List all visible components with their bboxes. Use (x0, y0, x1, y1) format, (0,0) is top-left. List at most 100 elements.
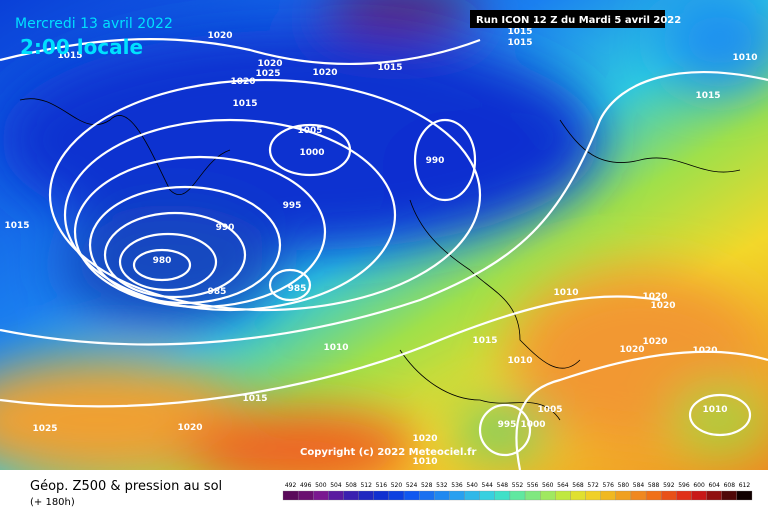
scale-label: 544 (482, 482, 494, 489)
footer-title: Géop. Z500 & pression au sol (30, 479, 222, 494)
isobar-label: 1010 (507, 356, 532, 366)
scale-swatch (479, 490, 495, 501)
scale-swatch (600, 490, 616, 501)
lead-time: (+ 180h) (30, 497, 75, 508)
isobar-label: 985 (208, 287, 227, 297)
scale-label: 564 (557, 482, 569, 489)
scale-label: 512 (360, 482, 372, 489)
scale-swatch (464, 490, 480, 501)
scale-swatch (585, 490, 601, 501)
scale-label: 580 (618, 482, 630, 489)
isobar-label: 1020 (650, 301, 675, 311)
scale-label: 588 (648, 482, 660, 489)
scale-swatch (540, 490, 556, 501)
scale-label: 552 (512, 482, 524, 489)
isobar-label: 995 (283, 201, 302, 211)
scale-label: 496 (300, 482, 312, 489)
scale-label: 572 (587, 482, 599, 489)
isobar-label: 1015 (232, 99, 257, 109)
scale-label: 596 (678, 482, 690, 489)
isobar-label: 990 (426, 156, 445, 166)
scale-swatch (282, 490, 299, 501)
isobars (0, 38, 768, 471)
scale-label: 536 (451, 482, 463, 489)
isobar-label: 990 (216, 223, 235, 233)
scale-swatch (524, 490, 541, 501)
isobar-label: 1025 (32, 424, 57, 434)
scale-swatch (388, 490, 405, 501)
scale-swatch (494, 490, 511, 501)
isobar-label: 1005 (297, 126, 322, 136)
scale-label: 500 (315, 482, 327, 489)
scale-swatch (645, 490, 662, 501)
isobar-label: 1015 (242, 394, 267, 404)
isobar-label: 1015 (507, 27, 532, 37)
scale-label: 524 (406, 482, 418, 489)
isobar-label: 1010 (702, 405, 727, 415)
isobar-label: 1015 (377, 63, 402, 73)
scale-swatch (661, 490, 677, 501)
scale-label: 604 (708, 482, 720, 489)
isobar-label: 1025 (255, 69, 280, 79)
isobar-label: 1020 (312, 68, 337, 78)
scale-swatch (419, 490, 435, 501)
scale-label: 576 (603, 482, 615, 489)
isobar-label: 995 (498, 420, 517, 430)
isobar-label: 1020 (692, 346, 717, 356)
scale-swatch (403, 490, 420, 501)
scale-swatch (706, 490, 722, 501)
scale-swatch (630, 490, 647, 501)
isobar-label: 1020 (642, 292, 667, 302)
run-box (470, 10, 665, 28)
isobar-label: 1015 (57, 51, 82, 61)
scale-swatch (373, 490, 390, 501)
scale-label: 516 (376, 482, 388, 489)
scale-swatch (434, 490, 450, 501)
scale-swatch (691, 490, 707, 501)
scale-label: 612 (739, 482, 751, 489)
isobar-label: 1020 (257, 59, 282, 69)
scale-swatch (328, 490, 344, 501)
isobar-label: 1015 (507, 38, 532, 48)
color-scale: 492 496 500 504 508 512 516 520 524 528 532 536 540 5… (282, 482, 753, 501)
isobar-label: 1015 (695, 91, 720, 101)
scale-label: 520 (391, 482, 403, 489)
scale-swatch (358, 490, 374, 501)
scale-swatch (313, 490, 329, 501)
scale-swatch (570, 490, 586, 501)
scale-label: 528 (421, 482, 433, 489)
scale-swatch (449, 490, 465, 501)
run-info: Run ICON 12 Z du Mardi 5 avril 2022 (476, 15, 681, 26)
local-time: 2:00 locale (20, 35, 143, 59)
scale-label: 600 (693, 482, 705, 489)
scale-swatch (615, 490, 632, 501)
scale-swatch (343, 490, 359, 501)
scale-swatch (297, 490, 314, 501)
isobar-label: 1010 (732, 53, 757, 63)
isobar-label: 1010 (323, 343, 348, 353)
scale-label: 508 (345, 482, 357, 489)
isobar-label: 1020 (642, 337, 667, 347)
isobar-label: 980 (153, 256, 172, 266)
isobar-label: 1000 (520, 420, 545, 430)
isobar-label: 1015 (472, 336, 497, 346)
isobar-label: 1010 (412, 457, 437, 467)
isobar-label: 1005 (537, 405, 562, 415)
scale-label: 532 (436, 482, 448, 489)
scale-label: 492 (285, 482, 297, 489)
scale-swatch (676, 490, 692, 501)
scale-swatch (721, 490, 738, 501)
scale-label: 608 (724, 482, 736, 489)
scale-swatch (736, 490, 753, 501)
isobar-label: 1015 (4, 221, 29, 231)
isobar-label: 985 (288, 284, 307, 294)
scale-label: 556 (527, 482, 539, 489)
scale-label: 560 (542, 482, 554, 489)
scale-label: 540 (466, 482, 478, 489)
isobar-label: 1020 (177, 423, 202, 433)
copyright: Copyright (c) 2022 Meteociel.fr (300, 447, 477, 458)
isobar-label: 1020 (412, 434, 437, 444)
isobar-label: 1020 (619, 345, 644, 355)
isobar-label: 1020 (230, 77, 255, 87)
